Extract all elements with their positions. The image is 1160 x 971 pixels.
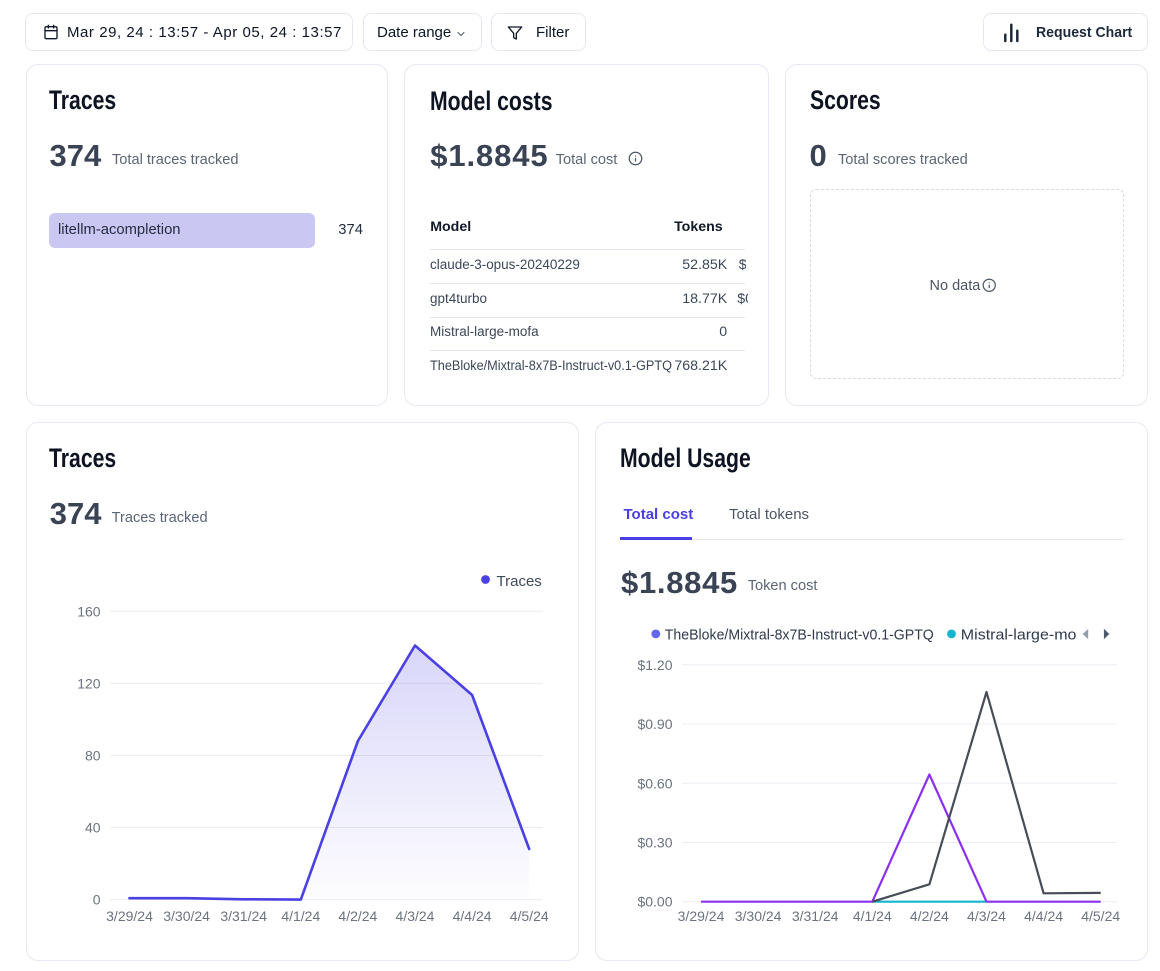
svg-text:4/1/24: 4/1/24 xyxy=(281,908,320,924)
svg-text:Traces: Traces xyxy=(497,573,542,590)
svg-text:4/2/24: 4/2/24 xyxy=(910,908,949,924)
svg-text:$1.20: $1.20 xyxy=(637,657,672,673)
svg-text:0: 0 xyxy=(93,892,101,908)
svg-text:4/1/24: 4/1/24 xyxy=(853,908,892,924)
svg-text:3/29/24: 3/29/24 xyxy=(106,908,153,924)
svg-text:3/30/24: 3/30/24 xyxy=(735,908,782,924)
svg-text:$0.30: $0.30 xyxy=(637,835,672,851)
svg-text:4/4/24: 4/4/24 xyxy=(1024,908,1063,924)
svg-text:40: 40 xyxy=(85,820,101,836)
svg-text:3/31/24: 3/31/24 xyxy=(792,908,839,924)
svg-text:Mistral-large-mofa: Mistral-large-mofa xyxy=(961,627,1091,643)
svg-text:4/3/24: 4/3/24 xyxy=(967,908,1006,924)
svg-text:3/31/24: 3/31/24 xyxy=(220,908,267,924)
svg-text:80: 80 xyxy=(85,748,101,764)
svg-text:3/29/24: 3/29/24 xyxy=(678,908,725,924)
svg-text:$0.00: $0.00 xyxy=(637,894,672,910)
svg-text:$0.90: $0.90 xyxy=(637,716,672,732)
svg-text:160: 160 xyxy=(77,603,101,619)
svg-text:4/2/24: 4/2/24 xyxy=(338,908,377,924)
svg-text:4/5/24: 4/5/24 xyxy=(1081,908,1120,924)
svg-text:4/5/24: 4/5/24 xyxy=(510,908,549,924)
svg-text:4/4/24: 4/4/24 xyxy=(453,908,492,924)
svg-text:3/30/24: 3/30/24 xyxy=(163,908,210,924)
svg-text:120: 120 xyxy=(77,675,101,691)
svg-text:TheBloke/Mixtral-8x7B-Instruct: TheBloke/Mixtral-8x7B-Instruct-v0.1-GPTQ xyxy=(665,627,934,643)
svg-text:4/3/24: 4/3/24 xyxy=(396,908,435,924)
svg-text:$0.60: $0.60 xyxy=(637,775,672,791)
